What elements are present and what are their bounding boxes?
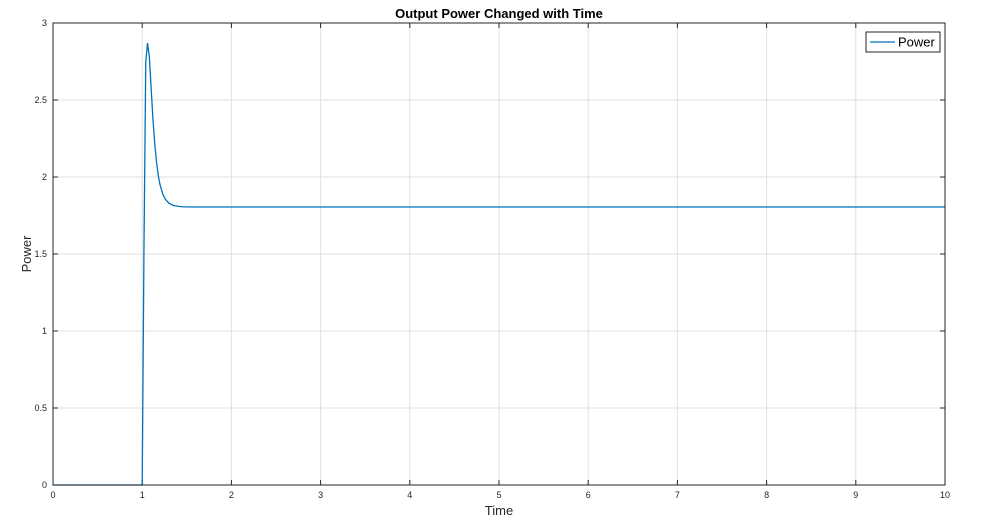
x-tick-label: 10 — [940, 490, 950, 500]
x-tick-label: 6 — [586, 490, 591, 500]
x-tick-label: 8 — [764, 490, 769, 500]
x-tick-label: 2 — [229, 490, 234, 500]
x-tick-label: 7 — [675, 490, 680, 500]
y-tick-label: 2.5 — [34, 95, 47, 105]
legend-box — [865, 31, 941, 53]
y-tick-label: 1.5 — [34, 249, 47, 259]
y-tick-label: 2 — [42, 172, 47, 182]
y-tick-label: 0.5 — [34, 403, 47, 413]
x-tick-label: 4 — [407, 490, 412, 500]
legend-label-power: Power — [898, 35, 936, 50]
x-tick-label: 3 — [318, 490, 323, 500]
x-tick-label: 5 — [496, 490, 501, 500]
y-tick-label: 0 — [42, 480, 47, 490]
y-tick-label: 1 — [42, 326, 47, 336]
power-series-line — [53, 42, 945, 486]
x-axis-label: Time — [485, 503, 513, 518]
plot-frame — [52, 22, 946, 486]
chart-title: Output Power Changed with Time — [395, 6, 603, 21]
x-tick-label: 1 — [140, 490, 145, 500]
tick-labels: 0 1 2 3 4 5 6 7 8 9 10 0 0.5 1 1.5 2 2.5 3 — [34, 18, 950, 500]
x-tick-label: 9 — [853, 490, 858, 500]
grid-lines — [53, 23, 945, 485]
legend: Power — [865, 31, 941, 53]
y-tick-label: 3 — [42, 18, 47, 28]
x-tick-label: 0 — [50, 490, 55, 500]
y-axis-label: Power — [19, 235, 34, 273]
